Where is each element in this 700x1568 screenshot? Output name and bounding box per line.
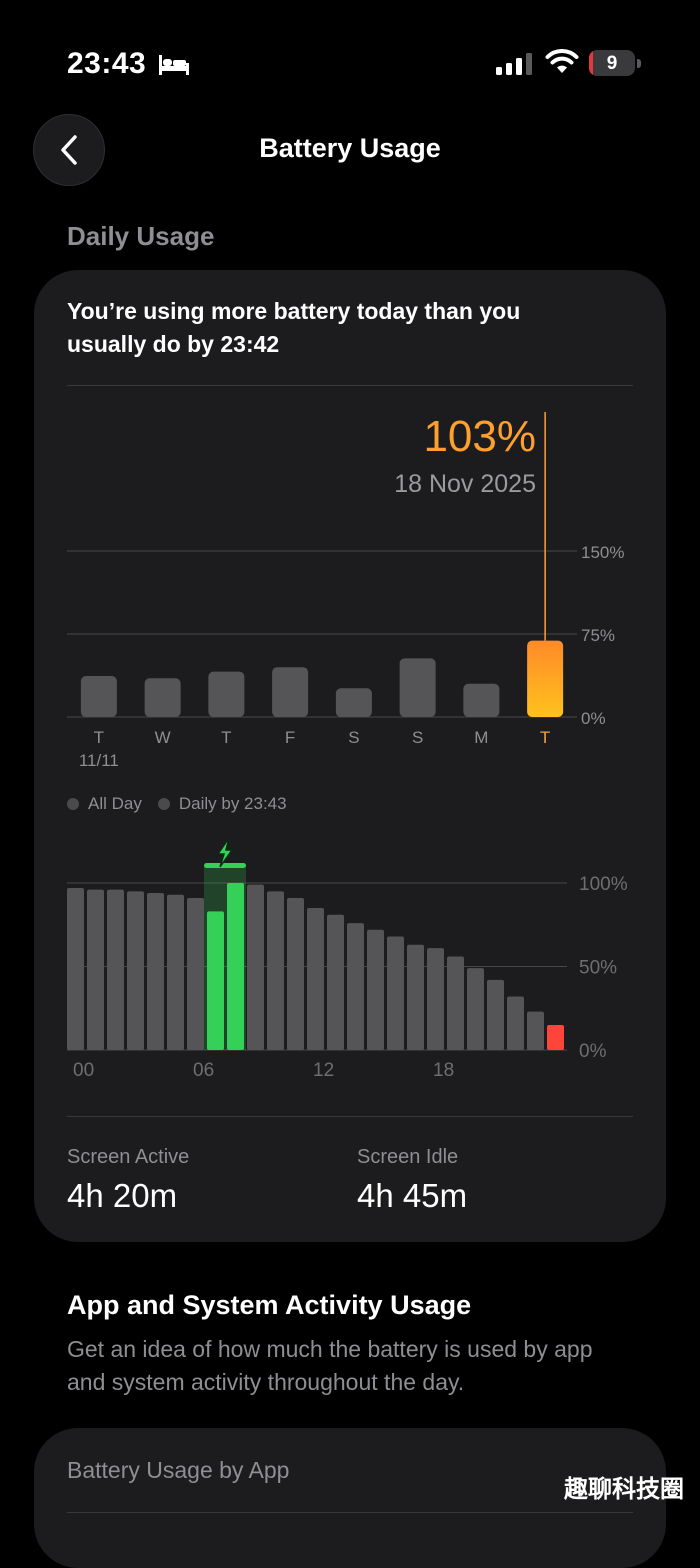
battery-fill [589, 50, 594, 76]
x-tick-label: 00 [73, 1060, 94, 1081]
y-tick-label: 75% [581, 626, 615, 645]
hour-bar [87, 889, 104, 1050]
screen-active-stat: Screen Active 4h 20m [67, 1146, 189, 1215]
x-tick-label: T [540, 728, 550, 747]
section-header-daily-usage: Daily Usage [67, 221, 215, 251]
battery-icon: 9 [589, 50, 641, 78]
bed-icon [159, 55, 189, 75]
screen-active-label: Screen Active [67, 1146, 190, 1168]
hour-bar [487, 979, 504, 1050]
daily-bar [272, 667, 309, 717]
y-tick-label: 100% [579, 874, 628, 895]
x-tick-label: S [412, 728, 423, 747]
legend-item-daily-by: Daily by 23:43 [157, 794, 287, 814]
screen-active-value: 4h 20m [67, 1177, 178, 1214]
hour-bar [527, 1011, 544, 1050]
daily-usage-card: You’re using more battery today than you… [34, 270, 666, 1242]
wifi-icon [545, 49, 579, 73]
y-tick-label: 0% [579, 1041, 607, 1062]
hour-bar [167, 894, 184, 1050]
callout-date: 18 Nov 2025 [394, 470, 536, 498]
activity-section-description: Get an idea of how much the battery is u… [67, 1336, 593, 1395]
x-tick-label: 18 [433, 1060, 454, 1081]
hour-bar [187, 898, 204, 1050]
activity-section-title: App and System Activity Usage [67, 1290, 472, 1320]
charging-indicator [204, 863, 246, 868]
watermark: 趣聊科技圈 [564, 1476, 684, 1503]
chevron-left-icon [61, 135, 77, 165]
status-bar: 23:43 9 [0, 0, 700, 110]
hour-bar [287, 898, 304, 1050]
legend-item-all-day: All Day [67, 794, 142, 814]
page-title: Battery Usage [259, 133, 441, 163]
hour-bar [67, 888, 84, 1050]
battery-level-chart[interactable]: 0% 50% 100% 00 06 12 18 [34, 830, 666, 1090]
hour-bar [367, 929, 384, 1050]
screen-idle-stat: Screen Idle 4h 45m [357, 1146, 467, 1215]
x-tick-label: M [474, 728, 488, 747]
hour-bar [467, 968, 484, 1050]
callout-value: 103% [423, 412, 536, 461]
daily-bar [80, 676, 117, 717]
hour-bar [387, 936, 404, 1050]
hour-bar [347, 923, 364, 1050]
x-tick-label: F [285, 728, 295, 747]
x-tick-sublabel: 11/11 [79, 751, 119, 770]
daily-bar [335, 688, 372, 717]
battery-level: 9 [606, 53, 618, 74]
charging-bolt-icon [216, 837, 234, 868]
x-tick-label: T [94, 728, 104, 747]
daily-bar [399, 658, 436, 717]
x-tick-label: 12 [313, 1060, 334, 1081]
chart-legend: All Day Daily by 23:43 [67, 794, 287, 814]
divider [67, 1512, 633, 1513]
divider [67, 385, 633, 386]
y-tick-label: 50% [579, 958, 617, 979]
y-tick-label: 150% [581, 543, 624, 562]
screen-idle-label: Screen Idle [357, 1146, 459, 1168]
x-tick-label: W [155, 728, 171, 747]
hour-bar [407, 944, 424, 1050]
x-tick-label: T [221, 728, 231, 747]
usage-headline: You’re using more battery today than you… [67, 298, 521, 357]
battery-usage-by-app-title: Battery Usage by App [67, 1457, 290, 1483]
daily-usage-chart[interactable]: 0% 75% 150% T 11/11 W T F S S M T [34, 270, 666, 790]
x-tick-label: S [348, 728, 359, 747]
status-time: 23:43 [67, 47, 147, 80]
hour-bar [147, 893, 164, 1050]
hour-bar [107, 889, 124, 1050]
hour-bar [207, 911, 224, 1050]
divider [67, 1116, 633, 1117]
hour-bar [127, 891, 144, 1050]
hour-bar [267, 891, 284, 1050]
back-button[interactable] [33, 114, 105, 186]
daily-bar [527, 640, 564, 717]
hour-bar [307, 908, 324, 1050]
screen-idle-value: 4h 45m [357, 1177, 468, 1214]
hour-bar [247, 884, 264, 1050]
hour-bar [227, 883, 244, 1050]
y-tick-label: 0% [581, 709, 606, 728]
daily-bar [463, 683, 500, 717]
hour-bar [507, 996, 524, 1050]
hour-bar [327, 914, 344, 1050]
daily-bar [144, 678, 181, 717]
hour-bar [547, 1024, 564, 1050]
hour-bar [427, 948, 444, 1050]
hour-bar [447, 956, 464, 1050]
daily-bar [208, 671, 245, 717]
x-tick-label: 06 [193, 1060, 214, 1081]
cellular-signal-icon [496, 53, 532, 75]
